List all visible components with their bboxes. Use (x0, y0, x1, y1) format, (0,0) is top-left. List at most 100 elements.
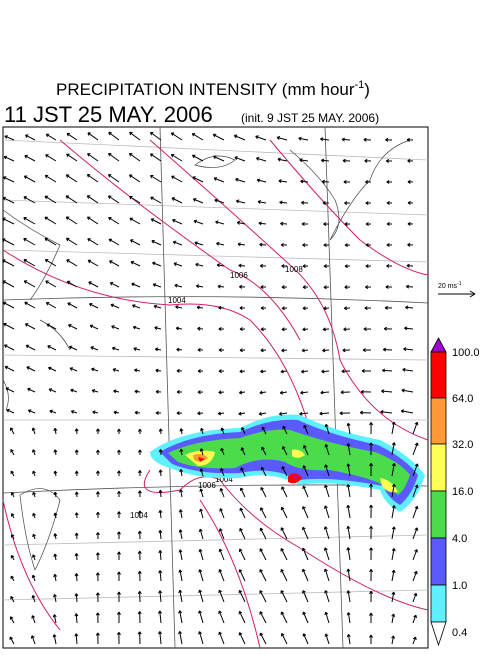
map-frame (2, 126, 429, 649)
wind-arrow (198, 528, 204, 540)
wind-arrow (10, 491, 15, 498)
wind-arrow (31, 427, 36, 435)
wind-arrow (346, 504, 351, 519)
wind-arrow (137, 611, 142, 624)
wind-arrow (173, 262, 183, 267)
wind-arrow (412, 484, 419, 498)
wind-arrow (32, 533, 36, 540)
wind-arrow (386, 200, 392, 205)
wind-arrow (236, 220, 246, 225)
wind-arrow (384, 305, 393, 310)
wind-arrow (88, 303, 99, 309)
wind-arrow (240, 467, 246, 477)
wind-arrow (218, 631, 225, 645)
wind-arrow (299, 158, 309, 163)
wind-arrow (3, 322, 15, 330)
wind-arrow (23, 238, 36, 246)
wind-arrow (154, 347, 162, 352)
wind-arrow (359, 410, 372, 415)
wind-arrow (74, 553, 79, 561)
wind-arrow (320, 137, 330, 142)
wind-arrow (9, 636, 15, 645)
wind-arrow (132, 304, 141, 309)
wind-arrow (391, 548, 396, 561)
wind-arrow (10, 449, 15, 456)
wind-arrow (321, 369, 330, 374)
wind-arrow (199, 508, 204, 519)
wind-arrow (90, 346, 99, 351)
wind-arrow (48, 388, 57, 393)
wind-arrow (386, 221, 392, 226)
wind-arrow (113, 410, 120, 415)
wind-arrow (214, 198, 225, 204)
wind-arrow (369, 612, 374, 623)
wind-arrow (346, 422, 351, 435)
wind-arrow (178, 509, 183, 519)
latitude-lines (2, 139, 429, 601)
wind-arrow (88, 281, 99, 288)
wind-arrow (176, 368, 183, 373)
title-sup: -1 (355, 79, 365, 91)
isobar (143, 469, 429, 611)
wind-arrow (239, 527, 246, 540)
colorbar-label: 64.0 (452, 393, 473, 405)
wind-arrow (87, 259, 99, 267)
wind-arrow (52, 634, 57, 645)
wind-arrow (346, 547, 351, 561)
colorbar-segment (430, 397, 447, 445)
wind-arrow (220, 467, 225, 477)
wind-arrow (132, 325, 141, 330)
wind-arrow (239, 487, 246, 498)
wind-arrow (218, 548, 225, 561)
wind-arrow (171, 175, 183, 183)
wind-arrow (24, 154, 36, 162)
colorbar-labels: 100.0 64.0 32.0 16.0 4.0 1.0 0.4 (452, 347, 480, 639)
wind-arrow (303, 445, 309, 456)
colorbar-top (430, 337, 447, 353)
wind-arrow (150, 196, 162, 204)
wind-arrow (170, 132, 183, 141)
wind-arrow (195, 284, 204, 289)
isobar (2, 499, 261, 649)
wind-arrow (323, 285, 330, 290)
wind-arrow (128, 174, 141, 183)
wind-arrow (218, 348, 225, 353)
wind-arrow (278, 411, 288, 416)
wind-arrow (198, 569, 204, 582)
wind-arrow (280, 547, 288, 561)
wind-arrow (158, 590, 163, 603)
wind-arrow (178, 630, 183, 645)
wind-arrow (255, 156, 267, 162)
wind-arrow (116, 631, 121, 645)
wind-arrow (386, 179, 393, 184)
wind-arrow (23, 217, 36, 225)
wind-arrow (116, 571, 121, 581)
wind-arrow (116, 511, 121, 518)
wind-arrow (259, 632, 267, 645)
wind-arrow (261, 446, 267, 456)
wind-arrow (259, 548, 267, 561)
title: PRECIPITATION INTENSITY (mm hour-1) (56, 79, 370, 99)
wind-arrow (324, 464, 330, 477)
wind-arrow (280, 568, 288, 582)
wind-arrow (116, 551, 121, 560)
wind-arrow (280, 242, 288, 247)
wind-arrow (193, 219, 204, 225)
wind-arrow (66, 259, 78, 267)
wind-arrow (130, 260, 141, 267)
wind-arrow (369, 463, 374, 477)
wind-arrow (74, 470, 79, 477)
wind-arrow (323, 264, 330, 269)
isobar (2, 249, 311, 431)
wind-arrow (149, 153, 162, 162)
wind-arrow (199, 448, 204, 456)
wind-arrow (108, 152, 120, 162)
wind-arrow (365, 243, 372, 248)
wind-arrow (364, 158, 372, 163)
wind-arrow (86, 195, 99, 204)
wind-arrow (234, 156, 246, 162)
wind-arrow (369, 504, 374, 519)
wind-arrow (45, 154, 57, 162)
wind-arrow (278, 179, 288, 183)
wind-arrow (95, 449, 100, 456)
